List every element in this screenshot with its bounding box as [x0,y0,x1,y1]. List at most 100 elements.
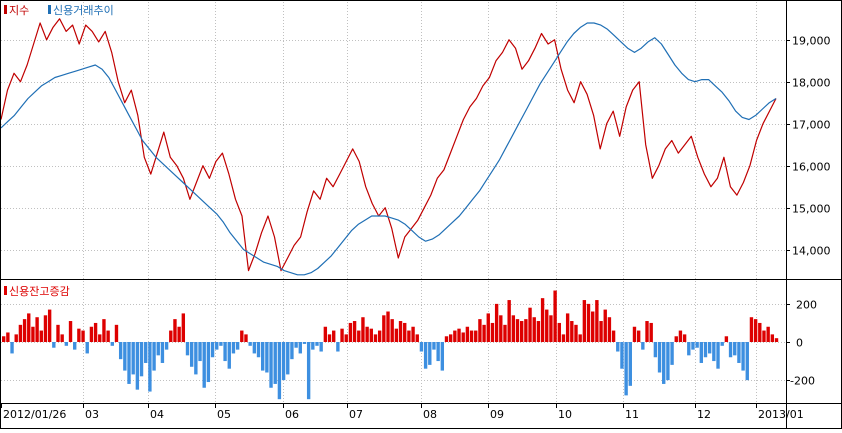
bar [474,330,478,342]
bar [682,334,687,343]
y-tick-label: 18,000 [792,77,831,90]
bar [135,342,140,390]
bar [14,334,18,343]
bar [244,334,248,343]
x-tick-label: 03 [85,408,99,421]
bar [93,322,98,342]
x-tick-label: 07 [349,408,363,421]
bar [131,342,135,375]
y-tick-label: 0 [796,337,803,350]
credit-trend-line [0,22,777,276]
bar [687,342,691,356]
bar [444,336,449,342]
bar [586,303,591,343]
bar [123,342,127,371]
bar [453,330,457,342]
x-tick-label: 2012/01/26 [3,408,66,421]
bar [415,334,419,343]
bar [327,334,332,343]
bar [448,334,453,343]
bar [210,342,215,358]
bar [231,342,236,354]
bar [10,342,14,354]
bar [745,342,749,381]
bar [348,322,353,342]
bar [219,342,223,346]
bar [323,326,328,342]
bar [561,334,566,343]
bar [649,322,653,342]
bar [81,330,85,342]
y-tick-label: 16,000 [792,161,831,174]
bar [277,342,282,400]
bar [173,319,177,343]
bar [758,322,762,342]
bar [369,328,373,342]
bar [127,342,131,384]
bar [611,330,616,342]
bar [503,324,507,342]
bar [657,342,662,373]
bar [202,342,206,388]
bar [691,342,695,350]
bar [407,330,411,342]
y-tick-label: 200 [796,299,817,312]
bar [106,330,110,342]
bar [181,313,186,342]
bar [620,342,624,369]
bar [749,317,754,342]
bar [352,321,357,342]
bar [741,342,745,371]
bar [22,319,27,343]
bar [570,321,574,342]
bar [152,342,156,371]
bar [43,315,48,342]
bar [536,321,541,342]
bar [68,321,73,342]
bar [361,317,365,342]
bar [114,324,119,342]
bar [398,321,403,342]
bar [469,330,474,342]
bar [189,342,194,367]
bar [227,342,231,369]
bar [223,342,227,362]
bar [695,342,699,348]
bar [6,332,10,342]
bar [423,342,428,369]
bar [428,342,432,365]
bar [261,342,265,371]
bar [344,334,348,343]
bar [432,342,436,350]
bar [373,334,378,343]
bar [674,336,678,342]
bar [419,342,424,352]
bar [118,342,123,360]
lower-panel [2,290,779,400]
x-tick-label: 04 [150,408,164,421]
bar [273,342,277,384]
y-tick-label: 15,000 [792,203,831,216]
bar [616,342,620,352]
bar [298,342,302,354]
bar [490,322,495,342]
bar [248,342,252,346]
legend-label-credit: 신용거래추이 [53,4,114,17]
bar [240,330,244,342]
bar [377,330,382,342]
bar [636,330,641,342]
x-tick-label: 11 [625,408,639,421]
bar [315,342,319,346]
legend-label-index: 지수 [9,4,29,17]
bar [737,342,741,363]
bar [540,298,545,342]
bar [494,303,499,343]
bar [27,313,31,342]
bar [486,313,490,342]
bar [666,342,670,381]
x-tick-label: 08 [423,408,437,421]
bar [557,322,561,342]
bar [85,342,89,354]
bar [753,319,758,343]
